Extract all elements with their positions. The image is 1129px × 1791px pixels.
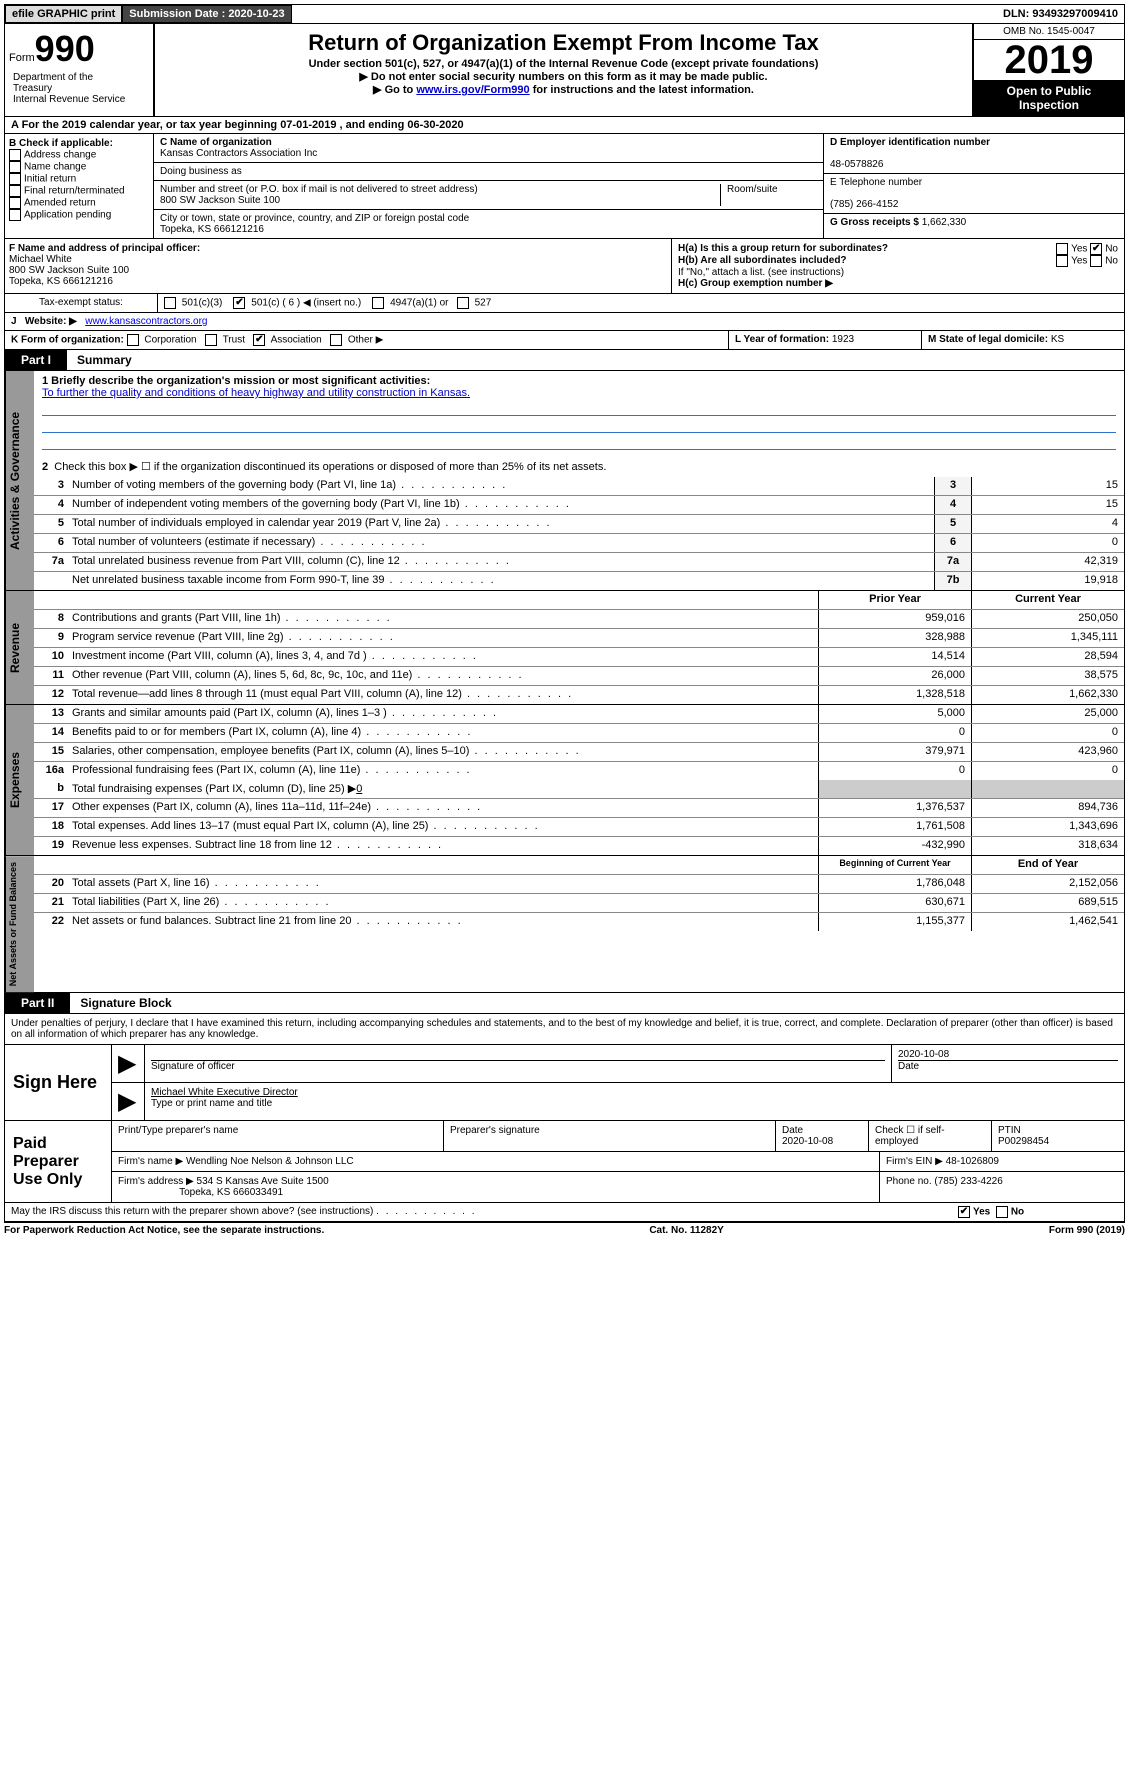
summary-row: 13 Grants and similar amounts paid (Part… bbox=[34, 705, 1124, 724]
part1-revenue: Revenue Prior Year Current Year 8 Contri… bbox=[4, 591, 1125, 705]
summary-row: 19 Revenue less expenses. Subtract line … bbox=[34, 837, 1124, 855]
vtab-netassets: Net Assets or Fund Balances bbox=[5, 856, 34, 992]
gross-receipts: 1,662,330 bbox=[922, 217, 967, 228]
summary-row: 18 Total expenses. Add lines 13–17 (must… bbox=[34, 818, 1124, 837]
discuss-row: May the IRS discuss this return with the… bbox=[4, 1203, 1125, 1222]
part1-netassets: Net Assets or Fund Balances Beginning of… bbox=[4, 856, 1125, 993]
tax-exempt-row: Tax-exempt status: 501(c)(3) 501(c) ( 6 … bbox=[4, 294, 1125, 313]
officer-name-title: Michael White Executive Director bbox=[151, 1087, 298, 1098]
summary-row: 12 Total revenue—add lines 8 through 11 … bbox=[34, 686, 1124, 704]
website-row: J Website: ▶ www.kansascontractors.org bbox=[4, 313, 1125, 331]
open-inspection: Open to Public Inspection bbox=[974, 80, 1124, 116]
paid-preparer-block: Paid Preparer Use Only Print/Type prepar… bbox=[4, 1121, 1125, 1203]
form-header: Form990 Department of theTreasuryInterna… bbox=[4, 24, 1125, 117]
summary-row: 20 Total assets (Part X, line 16) 1,786,… bbox=[34, 875, 1124, 894]
summary-row: Net unrelated business taxable income fr… bbox=[34, 572, 1124, 590]
summary-row: 6 Total number of volunteers (estimate i… bbox=[34, 534, 1124, 553]
summary-row: 9 Program service revenue (Part VIII, li… bbox=[34, 629, 1124, 648]
summary-row: 5 Total number of individuals employed i… bbox=[34, 515, 1124, 534]
summary-row: 15 Salaries, other compensation, employe… bbox=[34, 743, 1124, 762]
summary-row: 14 Benefits paid to or for members (Part… bbox=[34, 724, 1124, 743]
efile-print-button[interactable]: efile GRAPHIC print bbox=[5, 5, 122, 23]
sign-date: 2020-10-08 bbox=[898, 1049, 949, 1060]
top-bar: efile GRAPHIC print Submission Date : 20… bbox=[4, 4, 1125, 24]
summary-row: 11 Other revenue (Part VIII, column (A),… bbox=[34, 667, 1124, 686]
firm-ein: 48-1026809 bbox=[946, 1156, 999, 1167]
org-form-row: K Form of organization: Corporation Trus… bbox=[4, 331, 1125, 350]
submission-date-label: Submission Date : 2020-10-23 bbox=[122, 5, 291, 23]
summary-row: 16a Professional fundraising fees (Part … bbox=[34, 762, 1124, 780]
org-name: Kansas Contractors Association Inc bbox=[160, 148, 317, 159]
phone: (785) 266-4152 bbox=[830, 199, 898, 210]
perjury-statement: Under penalties of perjury, I declare th… bbox=[4, 1014, 1125, 1045]
section-a-period: A For the 2019 calendar year, or tax yea… bbox=[4, 117, 1125, 134]
officer-group-row: F Name and address of principal officer:… bbox=[4, 239, 1125, 294]
summary-row: 21 Total liabilities (Part X, line 26) 6… bbox=[34, 894, 1124, 913]
summary-row: 17 Other expenses (Part IX, column (A), … bbox=[34, 799, 1124, 818]
irs-link[interactable]: www.irs.gov/Form990 bbox=[416, 84, 529, 96]
summary-row: 3 Number of voting members of the govern… bbox=[34, 477, 1124, 496]
website-link[interactable]: www.kansascontractors.org bbox=[85, 316, 207, 327]
header-info-grid: B Check if applicable: Address change Na… bbox=[4, 134, 1125, 239]
vtab-expenses: Expenses bbox=[5, 705, 34, 855]
state-domicile: KS bbox=[1051, 334, 1064, 345]
part1-expenses: Expenses 13 Grants and similar amounts p… bbox=[4, 705, 1125, 856]
dln-label: DLN: 93493297009410 bbox=[997, 6, 1124, 22]
part2-header: Part II Signature Block bbox=[4, 993, 1125, 1014]
org-address: 800 SW Jackson Suite 100 bbox=[160, 195, 280, 206]
firm-phone: (785) 233-4226 bbox=[934, 1176, 1002, 1187]
year-formation: 1923 bbox=[832, 334, 854, 345]
summary-row: 8 Contributions and grants (Part VIII, l… bbox=[34, 610, 1124, 629]
subtitle-1: Under section 501(c), 527, or 4947(a)(1)… bbox=[159, 58, 968, 70]
subtitle-3: ▶ Go to www.irs.gov/Form990 for instruct… bbox=[159, 83, 968, 96]
firm-name: Wendling Noe Nelson & Johnson LLC bbox=[186, 1156, 354, 1167]
form-label: Form bbox=[9, 52, 35, 64]
vtab-revenue: Revenue bbox=[5, 591, 34, 704]
part1-activities: Activities & Governance 1 Briefly descri… bbox=[4, 371, 1125, 591]
officer-name: Michael White bbox=[9, 254, 72, 265]
firm-addr: 534 S Kansas Ave Suite 1500 bbox=[197, 1176, 329, 1187]
sign-here-block: Sign Here ▶ Signature of officer 2020-10… bbox=[4, 1045, 1125, 1121]
summary-row: 4 Number of independent voting members o… bbox=[34, 496, 1124, 515]
summary-row: 10 Investment income (Part VIII, column … bbox=[34, 648, 1124, 667]
mission-text: To further the quality and conditions of… bbox=[42, 387, 470, 399]
box-b: B Check if applicable: Address change Na… bbox=[5, 134, 154, 238]
dept-treasury: Department of theTreasuryInternal Revenu… bbox=[9, 70, 149, 107]
form-number: 990 bbox=[35, 28, 95, 69]
summary-row: 22 Net assets or fund balances. Subtract… bbox=[34, 913, 1124, 931]
page-footer: For Paperwork Reduction Act Notice, see … bbox=[4, 1222, 1125, 1238]
summary-row: 7a Total unrelated business revenue from… bbox=[34, 553, 1124, 572]
vtab-activities: Activities & Governance bbox=[5, 371, 34, 590]
org-city: Topeka, KS 666121216 bbox=[160, 224, 264, 235]
part1-header: Part I Summary bbox=[4, 350, 1125, 371]
ptin: P00298454 bbox=[998, 1136, 1049, 1147]
ein: 48-0578826 bbox=[830, 159, 883, 170]
subtitle-2: ▶ Do not enter social security numbers o… bbox=[159, 70, 968, 83]
preparer-date: 2020-10-08 bbox=[782, 1136, 833, 1147]
tax-year: 2019 bbox=[974, 40, 1124, 80]
form-title: Return of Organization Exempt From Incom… bbox=[159, 30, 968, 56]
